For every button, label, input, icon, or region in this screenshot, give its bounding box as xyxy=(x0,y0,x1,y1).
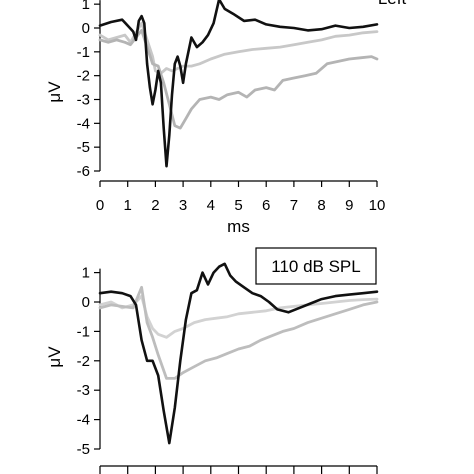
x-tick-label: 1 xyxy=(124,197,132,214)
y-tick-label: -4 xyxy=(77,115,90,132)
y-tick-label: 1 xyxy=(82,0,90,13)
y-axis-title: μV xyxy=(45,346,64,368)
x-tick-label: 8 xyxy=(317,197,325,214)
annotation-box xyxy=(255,247,377,285)
x-tick-label: 4 xyxy=(207,197,215,214)
x-tick-label: 7 xyxy=(290,197,298,214)
x-tick-label: 2 xyxy=(151,197,159,214)
y-tick-label: -3 xyxy=(77,382,90,399)
chart-panel-top: 10-1-2-3-4-5-6012345678910μVmsLeft xyxy=(45,0,406,236)
y-tick-label: -5 xyxy=(77,139,90,156)
series-line xyxy=(98,28,379,130)
x-tick-label: 3 xyxy=(179,197,187,214)
y-tick-label: -2 xyxy=(77,68,90,85)
series-line xyxy=(98,0,379,168)
series-line xyxy=(98,294,379,339)
annotation-label: 110 dB SPL xyxy=(271,257,360,276)
x-tick-label: 10 xyxy=(369,197,386,214)
y-tick-label: -6 xyxy=(77,163,90,180)
chart-panel-bottom: 1 0 -1 -2 -3 -4 -5 μV 110 dB SPL xyxy=(45,247,379,474)
x-axis-title: ms xyxy=(227,217,250,236)
y-tick-label: -5 xyxy=(77,441,90,458)
y-tick-label: -2 xyxy=(77,353,90,370)
x-tick-label: 6 xyxy=(262,197,270,214)
series-line xyxy=(98,262,379,445)
y-tick-label: -1 xyxy=(77,44,90,61)
series-line xyxy=(98,285,379,380)
x-tick-label: 0 xyxy=(96,197,104,214)
y-tick-label: -3 xyxy=(77,92,90,109)
y-tick-label: -1 xyxy=(77,323,90,340)
y-axis-title: μV xyxy=(45,81,64,103)
y-tick-label: 0 xyxy=(82,20,90,37)
y-tick-label: 0 xyxy=(82,294,90,311)
y-tick-label: 1 xyxy=(82,265,90,282)
x-tick-label: 9 xyxy=(345,197,353,214)
annotation-label: Left xyxy=(378,0,407,8)
y-tick-label: -4 xyxy=(77,412,90,429)
x-tick-label: 5 xyxy=(234,197,242,214)
